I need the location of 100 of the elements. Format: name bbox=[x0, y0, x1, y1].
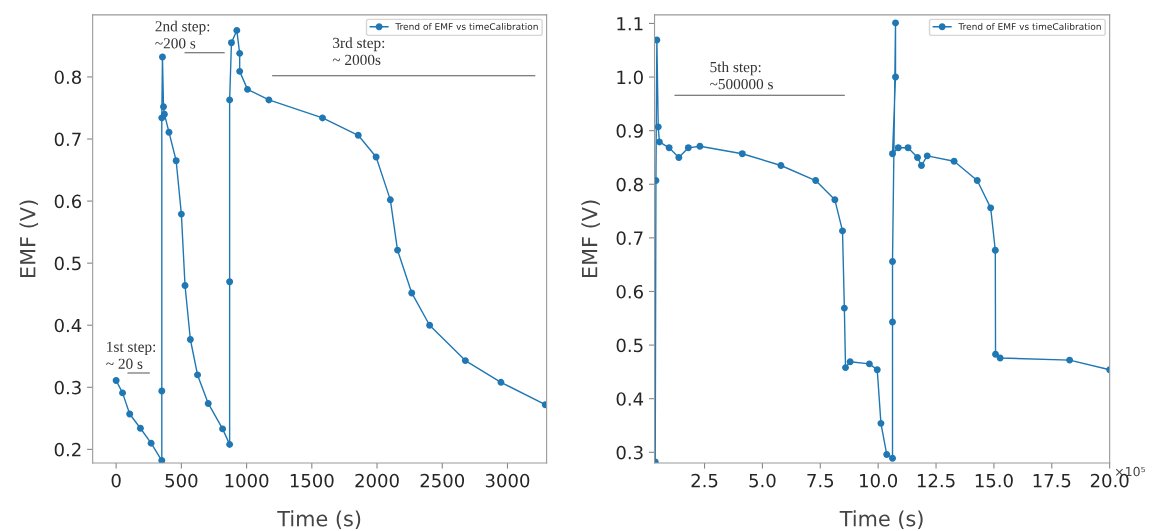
point bbox=[889, 150, 896, 158]
point bbox=[172, 157, 180, 165]
x-tick-label: 500 bbox=[165, 473, 198, 488]
point bbox=[497, 378, 505, 386]
y-tick-label: 0.7 bbox=[616, 231, 643, 245]
point bbox=[112, 377, 120, 384]
y-tick-label: 0.5 bbox=[54, 256, 81, 271]
x-tick-label: 2000 bbox=[355, 473, 399, 488]
point bbox=[904, 144, 912, 152]
y-tick-label: 1.0 bbox=[617, 70, 643, 85]
y-tick-label: 1.1 bbox=[617, 17, 643, 31]
point bbox=[738, 150, 746, 158]
y-tick-label: 0.4 bbox=[54, 318, 82, 333]
point bbox=[244, 85, 251, 93]
point bbox=[136, 424, 144, 432]
point bbox=[177, 210, 185, 218]
y-tick-label: 0.3 bbox=[54, 380, 81, 395]
y-axis-title: EMF (V) bbox=[19, 200, 39, 278]
x-tick-label: 1500 bbox=[290, 473, 334, 488]
annotation: 2nd step: ~200 s bbox=[155, 20, 210, 49]
point bbox=[865, 360, 873, 368]
legend-label: Trend of EMF vs timeCalibration bbox=[395, 22, 538, 30]
point bbox=[892, 19, 899, 27]
point bbox=[812, 177, 820, 184]
point bbox=[186, 336, 194, 343]
point bbox=[119, 389, 127, 397]
y-tick-label: 0.6 bbox=[54, 194, 82, 209]
point bbox=[654, 123, 662, 131]
point bbox=[226, 278, 234, 286]
point bbox=[160, 103, 167, 111]
point bbox=[226, 440, 234, 448]
point bbox=[889, 454, 896, 462]
x-tick-label: 17.5 bbox=[1033, 474, 1071, 488]
y-tick-label: 0.5 bbox=[616, 338, 643, 353]
point bbox=[147, 439, 155, 447]
point bbox=[914, 153, 921, 161]
point bbox=[194, 371, 202, 379]
point bbox=[917, 162, 925, 169]
point bbox=[408, 289, 416, 297]
point bbox=[236, 67, 244, 75]
point bbox=[181, 282, 189, 289]
point bbox=[541, 401, 547, 409]
point bbox=[696, 142, 704, 150]
point bbox=[158, 53, 166, 61]
y-tick-label: 0.4 bbox=[616, 392, 644, 406]
point bbox=[461, 357, 469, 365]
point bbox=[1066, 356, 1074, 364]
y-tick-label: 0.6 bbox=[616, 284, 643, 299]
y-tick-label: 0.7 bbox=[54, 132, 81, 147]
point bbox=[126, 410, 134, 418]
y-tick-label: 0.8 bbox=[54, 70, 82, 85]
point bbox=[158, 387, 166, 395]
point bbox=[892, 73, 899, 81]
point bbox=[923, 152, 931, 160]
x-tick-label: 2500 bbox=[420, 473, 465, 488]
y-tick-label: 0.8 bbox=[616, 177, 643, 192]
point bbox=[426, 321, 434, 329]
point bbox=[889, 318, 896, 326]
x-tick-label: 2.5 bbox=[691, 473, 718, 488]
point bbox=[831, 196, 839, 204]
point bbox=[227, 39, 235, 47]
point bbox=[233, 26, 241, 34]
point bbox=[236, 49, 244, 57]
point bbox=[654, 177, 660, 184]
point bbox=[675, 153, 683, 161]
point bbox=[840, 304, 848, 312]
annotation: 3rd step: ~ 2000s bbox=[332, 37, 385, 66]
point bbox=[777, 162, 785, 169]
point bbox=[873, 366, 881, 374]
x-axis-title: Time (s) bbox=[277, 510, 361, 529]
point bbox=[354, 131, 362, 139]
point bbox=[394, 246, 401, 254]
point bbox=[991, 246, 999, 254]
point bbox=[842, 364, 849, 372]
annotation: 5th step: ~500000 s bbox=[710, 61, 773, 90]
y-axis-title: EMF (V) bbox=[581, 200, 600, 278]
x-axis-title: Time (s) bbox=[839, 510, 923, 529]
annotation: 1st step: ~ 20 s bbox=[106, 341, 156, 369]
x-tick-label: 12.5 bbox=[917, 473, 955, 488]
point bbox=[665, 144, 673, 152]
point bbox=[877, 419, 885, 427]
point bbox=[839, 227, 846, 235]
x-tick-label: 1000 bbox=[225, 473, 269, 488]
point bbox=[846, 358, 854, 366]
y-tick-label: 0.3 bbox=[616, 445, 643, 460]
x-tick-label: 3000 bbox=[485, 473, 530, 488]
point bbox=[386, 196, 394, 204]
x-tick-label: 7.5 bbox=[807, 474, 834, 488]
point bbox=[226, 96, 234, 104]
point bbox=[973, 177, 981, 184]
point bbox=[996, 354, 1004, 362]
point bbox=[894, 144, 902, 152]
x-tick-label: 15.0 bbox=[975, 473, 1013, 488]
point bbox=[889, 257, 896, 265]
legend-label: Trend of EMF vs timeCalibration bbox=[958, 22, 1101, 30]
y-tick-label: 0.9 bbox=[616, 124, 643, 138]
x-tick-label: 10.0 bbox=[860, 473, 898, 488]
point bbox=[319, 114, 326, 122]
y-tick-label: 0.2 bbox=[54, 442, 81, 457]
point bbox=[883, 450, 891, 458]
